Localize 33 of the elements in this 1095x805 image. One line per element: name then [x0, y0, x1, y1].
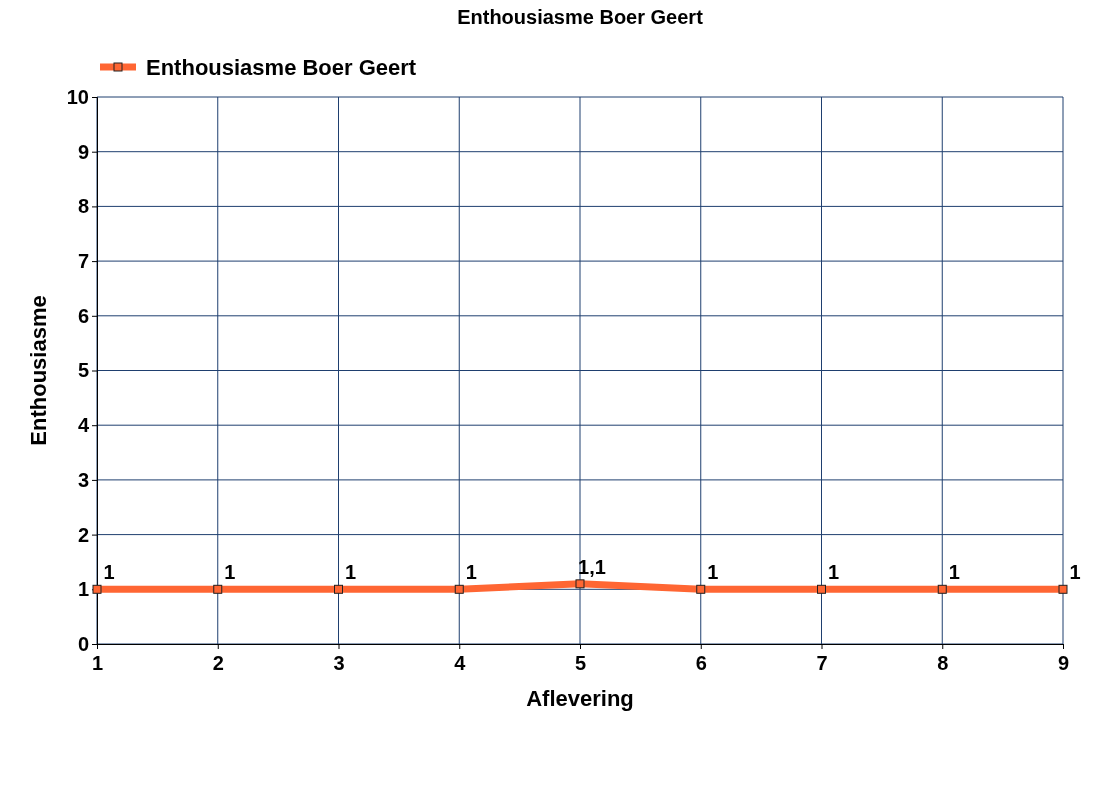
data-label: 1 — [707, 561, 719, 584]
y-tick-label: 6 — [77, 304, 89, 327]
data-label: 1 — [827, 561, 840, 584]
y-tick-label: 4 — [77, 414, 90, 437]
data-label: 1 — [344, 561, 357, 584]
x-tick-label: 7 — [816, 652, 828, 674]
y-axis-title: Enthousiasme — [26, 295, 51, 446]
x-tick-label: 1 — [91, 652, 104, 674]
x-tick-label: 9 — [1057, 652, 1070, 674]
x-axis-title: Aflevering — [526, 686, 634, 711]
data-label: 1 — [224, 561, 236, 584]
x-tick-label: 3 — [333, 652, 345, 674]
x-tick-label: 2 — [212, 652, 224, 674]
y-tick-label: 10 — [66, 85, 89, 108]
x-tick-label: 5 — [574, 652, 587, 674]
y-tick-label: 5 — [77, 359, 89, 382]
x-tick-label: 4 — [454, 652, 467, 674]
data-label: 1 — [103, 561, 115, 584]
y-tick-label: 1 — [77, 578, 89, 601]
y-tick-label: 9 — [77, 140, 89, 163]
y-tick-label: 2 — [77, 523, 89, 546]
data-label: 1 — [1069, 561, 1081, 584]
data-label: 1,1 — [578, 555, 606, 578]
y-tick-label: 3 — [77, 468, 89, 491]
y-tick-label: 0 — [77, 632, 89, 655]
data-label: 1 — [465, 561, 477, 584]
data-label: 1 — [948, 561, 960, 584]
legend-label: Enthousiasme Boer Geert — [146, 54, 417, 80]
x-tick-label: 6 — [695, 652, 707, 674]
chart-title: Enthousiasme Boer Geert — [457, 6, 704, 28]
x-tick-label: 8 — [937, 652, 949, 674]
y-tick-label: 8 — [77, 195, 89, 218]
y-tick-label: 7 — [77, 250, 89, 272]
